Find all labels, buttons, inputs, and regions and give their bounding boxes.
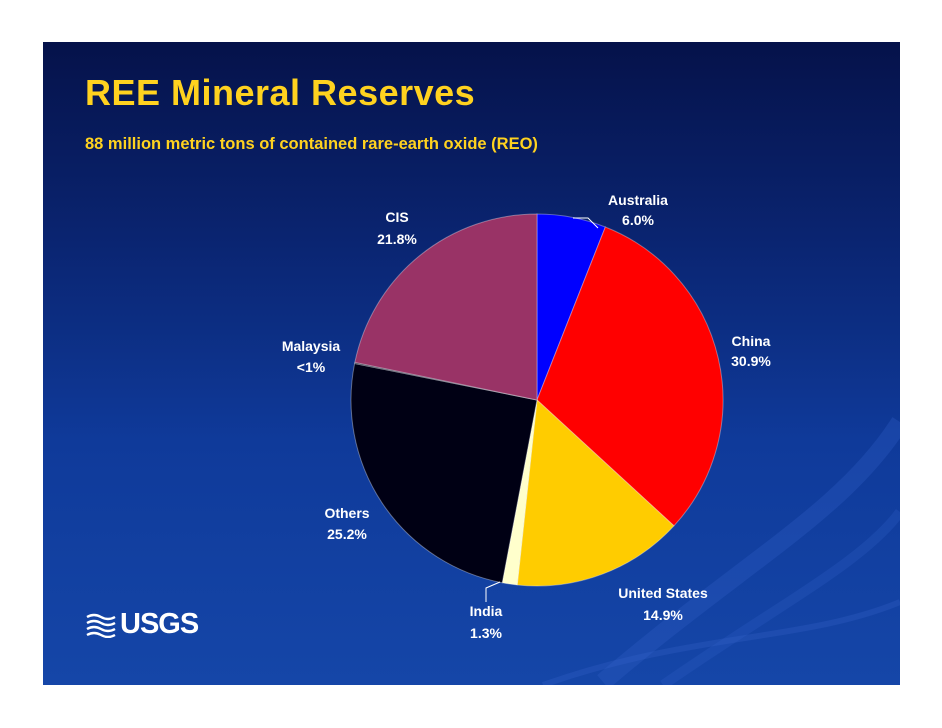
pie-labels: Australia 6.0% China 30.9% United States 14.9… [282,192,772,641]
leader-line [573,217,599,229]
pie-slice-cis [354,213,538,401]
slice-value-india: 1.3% [470,625,502,641]
pie-chart: Australia 6.0% China 30.9% United States 14.9… [282,192,772,641]
pie-slice-india [501,399,538,586]
slice-value-cis: 21.8% [377,231,417,247]
slice-label-others: Others [324,505,369,521]
slice-value-others: 25.2% [327,526,367,542]
leader-line [485,581,501,602]
slide-subtitle: 88 million metric tons of contained rare… [85,135,538,153]
decorative-swoosh [597,417,900,685]
pie-slice-others [350,362,538,584]
slice-label-cis: CIS [385,209,408,225]
slide: REE Mineral Reserves 88 million metric t… [43,42,900,685]
slice-label-china: China [732,333,771,349]
decorative-swoosh [542,599,900,685]
slice-label-united-states: United States [618,585,708,601]
slide-background-art [43,409,900,685]
pie-slice-malaysia [354,361,538,401]
usgs-logo: USGS [86,608,199,640]
slice-value-united-states: 14.9% [643,607,683,623]
pie-slice-china [536,226,724,527]
slice-label-australia: Australia [608,192,668,208]
slide-title: REE Mineral Reserves [85,72,476,113]
pie-slices [350,213,724,587]
usgs-wave-icon [86,613,116,638]
slice-value-australia: 6.0% [622,212,654,228]
pie-slice-united-states [516,398,675,587]
pie-leader-lines [485,217,599,602]
pie-slice-australia [536,213,606,401]
slice-value-china: 30.9% [731,353,771,369]
slice-value-malaysia: <1% [297,359,326,375]
slice-label-malaysia: Malaysia [282,338,341,354]
decorative-swoosh [660,509,900,685]
usgs-wordmark: USGS [120,608,199,640]
slice-label-india: India [470,603,503,619]
